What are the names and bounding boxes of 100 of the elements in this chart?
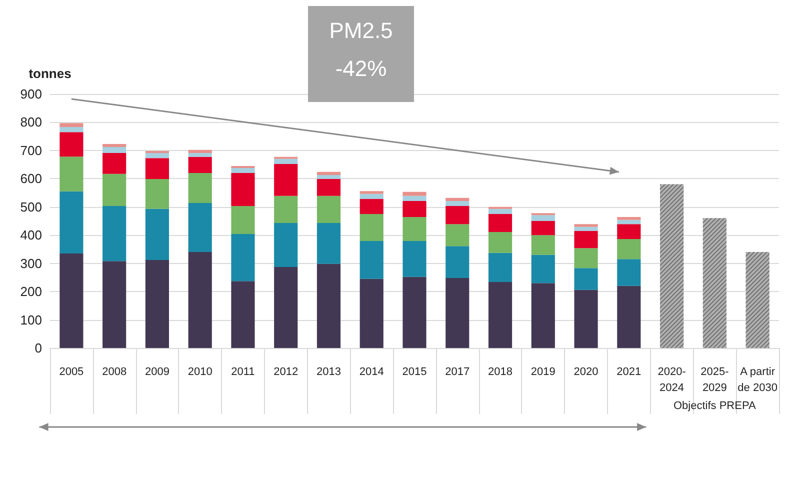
bar — [531, 283, 555, 348]
bar — [102, 152, 126, 174]
bar — [617, 239, 641, 260]
bar — [60, 123, 84, 128]
x-tick-label: 2018 — [488, 366, 513, 378]
bar — [102, 174, 126, 206]
bar — [102, 206, 126, 262]
bar — [531, 235, 555, 255]
bar — [360, 241, 384, 279]
bar — [402, 192, 426, 196]
bar — [274, 222, 298, 267]
x-tick-label: 2013 — [316, 366, 341, 378]
x-tick-label: 2025- 2029 — [700, 366, 730, 394]
bar — [102, 147, 126, 153]
y-tick-label: 0 — [34, 340, 42, 356]
bar — [316, 264, 341, 348]
y-tick-label: 700 — [20, 142, 42, 158]
bar — [60, 253, 84, 348]
bar — [402, 200, 426, 218]
y-axis-title: tonnes — [28, 66, 72, 81]
y-tick-label: 100 — [20, 312, 42, 328]
bar — [60, 156, 84, 192]
bar — [402, 196, 426, 201]
bar — [145, 152, 169, 158]
bar — [488, 232, 512, 253]
bar — [231, 234, 255, 282]
bar — [360, 278, 384, 348]
bar — [360, 214, 384, 242]
bar — [274, 164, 298, 196]
bar — [188, 152, 212, 157]
bar — [617, 286, 641, 348]
bar — [360, 198, 384, 214]
bar — [231, 206, 255, 234]
bar — [102, 261, 126, 348]
bar — [188, 173, 212, 203]
bar — [531, 215, 555, 221]
y-tick-label: 600 — [20, 171, 42, 186]
bar — [617, 224, 641, 240]
bar — [446, 278, 470, 348]
bar — [402, 276, 426, 348]
bar — [488, 252, 512, 282]
text: -42% — [334, 56, 388, 82]
bar — [60, 191, 84, 254]
bar — [531, 254, 555, 284]
bar — [231, 173, 255, 206]
x-tick-label: 2020- 2024 — [658, 366, 686, 394]
bar — [102, 144, 126, 148]
bar — [574, 230, 598, 248]
bar — [574, 290, 598, 348]
x-tick-label: 2014 — [359, 366, 384, 378]
bar — [360, 194, 384, 199]
bar — [188, 150, 212, 153]
bar — [188, 156, 212, 174]
y-tick-label: 300 — [20, 256, 42, 271]
bar — [274, 158, 298, 164]
bar — [145, 260, 169, 348]
bar — [360, 191, 384, 194]
bar — [316, 222, 341, 264]
x-tick-label: A partir de 2030 — [738, 366, 778, 394]
bar — [446, 224, 470, 246]
bar — [617, 259, 641, 286]
bar — [188, 202, 212, 252]
bar — [274, 267, 298, 348]
bar — [574, 226, 598, 231]
bar — [402, 217, 426, 242]
x-tick-label: 2011 — [231, 366, 255, 378]
bar — [531, 221, 555, 236]
x-tick-label: 2019 — [530, 366, 556, 378]
bar — [145, 208, 169, 260]
bar — [574, 224, 598, 227]
bar — [488, 214, 512, 232]
bar — [316, 172, 341, 175]
bar — [188, 252, 212, 348]
bar — [145, 178, 169, 209]
bar — [446, 198, 470, 201]
x-tick-label: 2012 — [274, 366, 298, 378]
y-tick-label: 200 — [20, 284, 42, 300]
x-tick-label: 2010 — [188, 366, 212, 378]
y-tick-label: 400 — [20, 228, 42, 243]
x-tick-label: 2005 — [59, 366, 84, 378]
bar — [316, 196, 341, 223]
x-tick-label: 2009 — [144, 366, 170, 378]
bar — [145, 158, 169, 179]
bar — [617, 220, 641, 224]
bar — [60, 127, 84, 132]
bar — [402, 241, 426, 277]
bar — [446, 206, 470, 224]
y-tick-label: 900 — [20, 86, 42, 102]
y-tick-label: 800 — [20, 114, 42, 130]
bar — [316, 175, 341, 179]
x-tick-label: 2017 — [445, 366, 470, 378]
bar — [574, 248, 598, 268]
chart-title: PM2.5 — [328, 18, 394, 44]
bar — [617, 217, 641, 220]
bar — [316, 178, 341, 196]
text: Objectifs PREPA — [674, 400, 756, 412]
bar — [574, 268, 598, 290]
bar — [60, 132, 84, 157]
x-tick-label: 2021 — [616, 366, 642, 378]
bar — [231, 168, 255, 174]
